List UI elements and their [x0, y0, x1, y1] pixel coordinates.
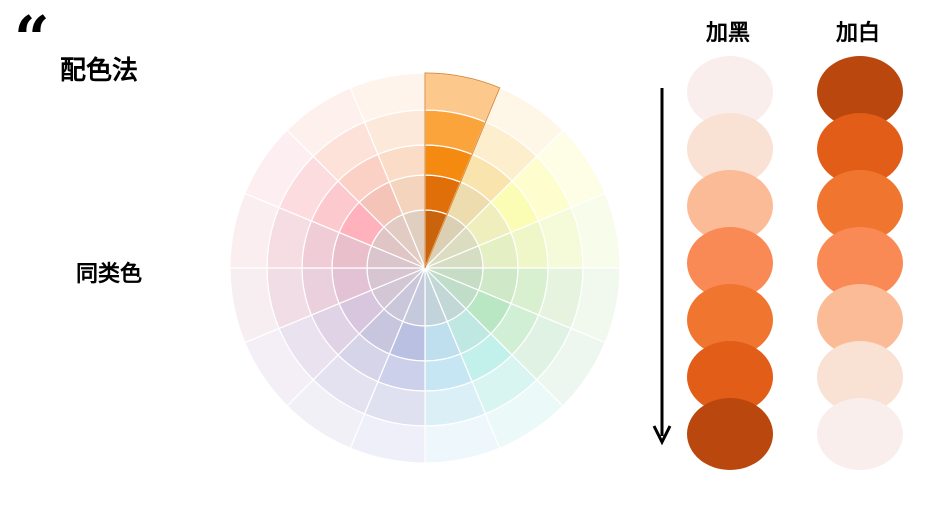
lighten-swatch-6	[817, 341, 903, 413]
darken-swatch-3	[687, 170, 773, 242]
quote-mark: “	[14, 2, 50, 75]
darken-column-title: 加黑	[706, 21, 751, 46]
highlighted-sector-outline	[424, 72, 501, 269]
darken-swatch-2	[687, 113, 773, 185]
lighten-swatch-4	[817, 227, 903, 299]
analogous-color-label: 同类色	[76, 262, 143, 287]
darken-swatch-4	[687, 227, 773, 299]
lighten-swatch-1	[817, 56, 903, 128]
darken-swatches	[687, 56, 773, 470]
darken-swatch-6	[687, 341, 773, 413]
lighten-swatch-5	[817, 284, 903, 356]
color-wheel-highlight	[424, 72, 501, 269]
lighten-column-title: 加白	[836, 21, 881, 46]
lighten-swatches	[817, 56, 903, 470]
lighten-swatch-2	[817, 113, 903, 185]
page-title: 配色法	[60, 56, 139, 86]
darken-swatch-5	[687, 284, 773, 356]
lighten-swatch-3	[817, 170, 903, 242]
lighten-swatch-7	[817, 398, 903, 470]
darken-swatch-7	[687, 398, 773, 470]
color-wheel-sectors	[229, 72, 621, 464]
darken-swatch-1	[687, 56, 773, 128]
